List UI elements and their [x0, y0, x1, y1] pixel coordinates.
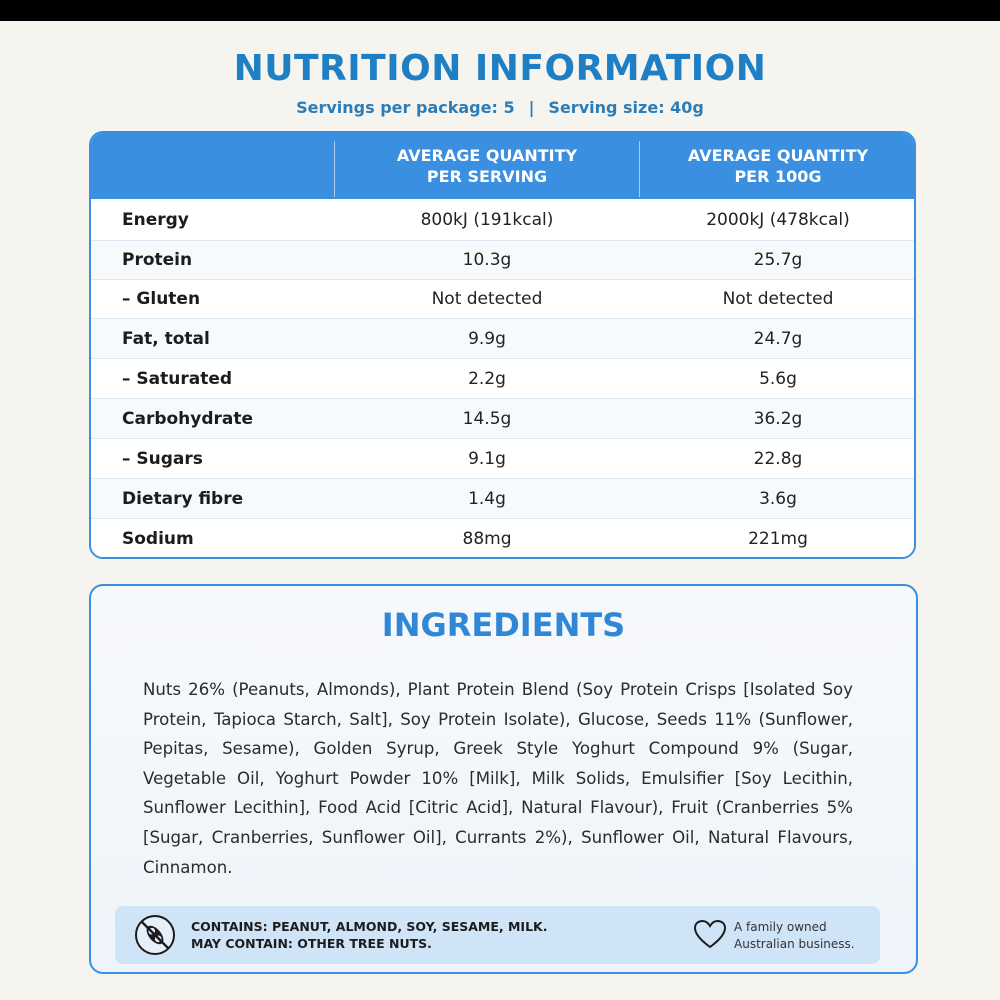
serving-size: Serving size: 40g: [548, 98, 704, 117]
header-divider: [639, 141, 640, 197]
per-100g-value: Not detected: [722, 289, 834, 309]
header-label-column: [91, 133, 334, 199]
nutrient-label: – Saturated: [122, 368, 233, 389]
servings-info: Servings per package: 5 | Serving size: 40…: [0, 98, 1000, 117]
no-nuts-icon: [135, 915, 175, 955]
table-row: Energy 800kJ (191kcal) 2000kJ (478kcal): [91, 199, 914, 240]
table-row: Dietary fibre 1.4g 3.6g: [91, 478, 914, 518]
table-row: Protein 10.3g 25.7g: [91, 240, 914, 279]
per-serving-value: Not detected: [431, 289, 543, 309]
nutrition-table: AVERAGE QUANTITY PER SERVING AVERAGE QUA…: [89, 131, 916, 559]
nutrient-label: Energy: [122, 209, 189, 230]
table-row: – Saturated 2.2g 5.6g: [91, 358, 914, 398]
family-line-2: Australian business.: [734, 937, 855, 951]
family-business-note: A family owned Australian business.: [734, 919, 855, 953]
servings-per-package: Servings per package: 5: [296, 98, 515, 117]
per-100g-value: 221mg: [748, 529, 808, 549]
page-title: NUTRITION INFORMATION: [233, 48, 767, 89]
may-contain-line: MAY CONTAIN: OTHER TREE NUTS.: [191, 936, 432, 951]
per-100g-value: 2000kJ (478kcal): [706, 209, 850, 230]
top-bar: [0, 0, 1000, 21]
per-serving-value: 10.3g: [462, 250, 512, 270]
servings-separator: |: [528, 98, 535, 117]
ingredients-text: Nuts 26% (Peanuts, Almonds), Plant Prote…: [143, 680, 853, 877]
header-per-serving: AVERAGE QUANTITY PER SERVING: [396, 146, 578, 186]
per-100g-value: 24.7g: [753, 328, 803, 349]
per-100g-value: 5.6g: [759, 368, 797, 389]
heart-icon: [693, 919, 727, 949]
nutrient-label: Carbohydrate: [122, 408, 254, 429]
nutrient-label: Fat, total: [122, 328, 210, 349]
per-serving-value: 800kJ (191kcal): [420, 209, 554, 230]
ingredients-title: INGREDIENTS: [381, 606, 626, 644]
table-row: – Gluten Not detected Not detected: [91, 279, 914, 318]
per-serving-value: 2.2g: [468, 368, 506, 389]
nutrient-label: Sodium: [122, 529, 194, 549]
allergen-text: CONTAINS: PEANUT, ALMOND, SOY, SESAME, M…: [191, 918, 547, 952]
header-per-100g: AVERAGE QUANTITY PER 100G: [687, 146, 869, 186]
per-100g-value: 22.8g: [753, 448, 803, 469]
per-100g-value: 3.6g: [759, 488, 797, 509]
header-divider: [334, 141, 335, 197]
contains-line: CONTAINS: PEANUT, ALMOND, SOY, SESAME, M…: [191, 919, 548, 934]
table-row: – Sugars 9.1g 22.8g: [91, 438, 914, 478]
table-row: Sodium 88mg 221mg: [91, 518, 914, 557]
per-serving-value: 9.1g: [468, 448, 506, 469]
table-row: Carbohydrate 14.5g 36.2g: [91, 398, 914, 438]
per-100g-value: 36.2g: [753, 408, 803, 429]
per-serving-value: 88mg: [462, 529, 512, 549]
nutrient-label: Protein: [122, 250, 193, 270]
nutrient-label: Dietary fibre: [122, 488, 244, 509]
ingredients-panel: INGREDIENTS Nuts 26% (Peanuts, Almonds),…: [89, 584, 918, 974]
nutrient-label: – Sugars: [122, 448, 203, 469]
nutrient-label: – Gluten: [122, 289, 201, 309]
per-serving-value: 1.4g: [468, 488, 506, 509]
per-serving-value: 14.5g: [462, 408, 512, 429]
per-100g-value: 25.7g: [753, 250, 803, 270]
table-row: Fat, total 9.9g 24.7g: [91, 318, 914, 358]
nutrition-table-header: AVERAGE QUANTITY PER SERVING AVERAGE QUA…: [91, 133, 914, 199]
family-line-1: A family owned: [734, 920, 827, 934]
allergen-banner: CONTAINS: PEANUT, ALMOND, SOY, SESAME, M…: [115, 906, 880, 964]
per-serving-value: 9.9g: [468, 328, 506, 349]
